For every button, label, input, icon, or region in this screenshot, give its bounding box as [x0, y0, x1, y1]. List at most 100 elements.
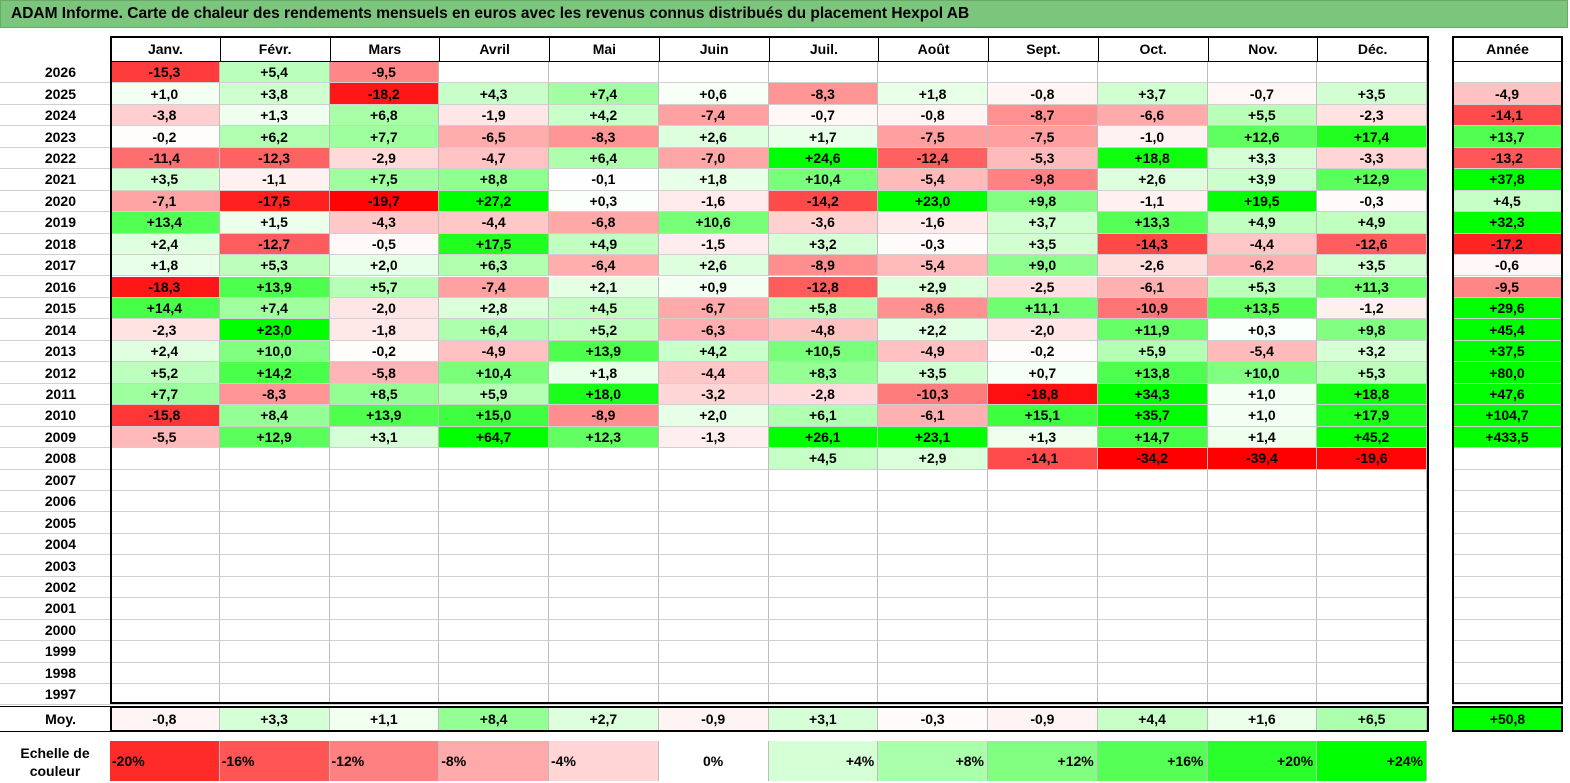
heatmap-cell [988, 576, 1098, 599]
heatmap-cell [658, 469, 769, 491]
heatmap-cell: +26,1 [768, 426, 879, 449]
heatmap-cell: -2,3 [1317, 104, 1427, 127]
heatmap-cell: +10,6 [658, 212, 769, 234]
heatmap-cell: +23,1 [878, 426, 988, 449]
heatmap-cell [439, 576, 549, 599]
year-label: 2019 [0, 212, 110, 234]
heatmap-cell: -2,6 [1097, 255, 1208, 277]
heatmap-cell [1097, 619, 1208, 642]
heatmap-cell: +6,4 [439, 319, 549, 341]
heatmap-cell: +0,3 [549, 190, 659, 213]
heatmap-cell: -6,3 [658, 319, 769, 341]
heatmap-cell [439, 448, 549, 470]
heatmap-cell: -0,3 [1317, 190, 1427, 213]
heatmap-cell: -1,0 [1097, 126, 1208, 148]
month-header: Déc. [1317, 36, 1428, 62]
heatmap-cell: +4,2 [658, 340, 769, 363]
average-cell: -0,3 [878, 706, 988, 732]
heatmap-cell [1097, 62, 1208, 84]
heatmap-cell: +2,2 [878, 319, 988, 341]
heatmap-cell: -0,7 [768, 104, 879, 127]
heatmap-cell: -7,0 [658, 147, 769, 170]
heatmap-cell: +14,7 [1097, 426, 1208, 449]
average-label: Moy. [0, 706, 110, 732]
annual-cell: +45,4 [1452, 319, 1563, 341]
heatmap-cell: -1,6 [658, 190, 769, 213]
heatmap-cell [768, 512, 879, 534]
heatmap-cell: +7,5 [329, 169, 440, 191]
heatmap-cell: +18,8 [1097, 147, 1208, 170]
heatmap-cell: +0,7 [988, 362, 1098, 384]
heatmap-cell [549, 684, 659, 706]
heatmap-cell: +4,3 [439, 83, 549, 105]
year-label: 2011 [0, 384, 110, 406]
heatmap-cell [988, 469, 1098, 491]
heatmap-cell: -34,2 [1097, 448, 1208, 470]
annual-cell: -0,6 [1452, 255, 1563, 277]
heatmap-cell [1097, 555, 1208, 577]
heatmap-cell [988, 598, 1098, 620]
heatmap-cell: +13,9 [329, 405, 440, 427]
heatmap-cell [878, 512, 988, 534]
heatmap-cell: +1,0 [110, 83, 220, 105]
heatmap-cell: +15,1 [988, 405, 1098, 427]
heatmap-cell: -1,1 [219, 169, 330, 191]
annual-cell: -13,2 [1452, 147, 1563, 170]
heatmap-cell: +64,7 [439, 426, 549, 449]
heatmap-cell: -0,1 [549, 169, 659, 191]
month-header: Juil. [768, 36, 880, 62]
heatmap-cell: -0,2 [988, 340, 1098, 363]
heatmap-cell [988, 62, 1098, 84]
heatmap-cell: +10,0 [219, 340, 330, 363]
heatmap-cell: -6,5 [439, 126, 549, 148]
heatmap-cell: -9,8 [988, 169, 1098, 191]
heatmap-cell [768, 641, 879, 663]
year-label: 2017 [0, 255, 110, 277]
heatmap-cell: +0,6 [658, 83, 769, 105]
annual-cell: +29,6 [1452, 297, 1563, 320]
heatmap-cell: +4,2 [549, 104, 659, 127]
year-label: 2004 [0, 534, 110, 556]
heatmap-cell: +0,9 [658, 276, 769, 298]
heatmap-cell [110, 533, 220, 556]
heatmap-cell [1317, 619, 1427, 642]
heatmap-cell [329, 576, 440, 599]
heatmap-cell: +5,3 [219, 255, 330, 277]
heatmap-cell: -4,9 [439, 340, 549, 363]
heatmap-cell: -6,7 [658, 297, 769, 320]
heatmap-cell [658, 62, 769, 84]
color-scale-step: +24% [1317, 741, 1427, 781]
heatmap-cell: +5,7 [329, 276, 440, 298]
title-bar: ADAM Informe. Carte de chaleur des rende… [0, 0, 1568, 28]
heatmap-cell: +24,6 [768, 147, 879, 170]
heatmap-cell: +5,2 [110, 362, 220, 384]
color-scale-step: -12% [329, 741, 440, 781]
heatmap-cell: +2,1 [549, 276, 659, 298]
heatmap-cell: -5,8 [329, 362, 440, 384]
heatmap-cell [988, 641, 1098, 663]
heatmap-cell [658, 576, 769, 599]
heatmap-cell: -0,5 [329, 233, 440, 256]
heatmap-cell: +5,3 [1207, 276, 1318, 298]
heatmap-cell: -18,2 [329, 83, 440, 105]
heatmap-cell [988, 512, 1098, 534]
average-cell: +4,4 [1097, 706, 1208, 732]
heatmap-cell [658, 641, 769, 663]
heatmap-cell: +17,5 [439, 233, 549, 256]
heatmap-cell [1207, 62, 1318, 84]
heatmap-cell [219, 684, 330, 706]
heatmap-cell: -4,4 [439, 212, 549, 234]
heatmap-cell [110, 448, 220, 470]
heatmap-cell [1317, 598, 1427, 620]
heatmap-cell: +35,7 [1097, 405, 1208, 427]
heatmap-cell: -7,4 [439, 276, 549, 298]
heatmap-cell: +12,6 [1207, 126, 1318, 148]
heatmap-cell [549, 448, 659, 470]
heatmap-cell [658, 662, 769, 685]
heatmap-cell [1097, 662, 1208, 685]
heatmap-cell [988, 619, 1098, 642]
heatmap-cell: -0,8 [878, 104, 988, 127]
heatmap-cell [1317, 641, 1427, 663]
heatmap-cell [1317, 62, 1427, 84]
heatmap-cell: +2,4 [110, 233, 220, 256]
